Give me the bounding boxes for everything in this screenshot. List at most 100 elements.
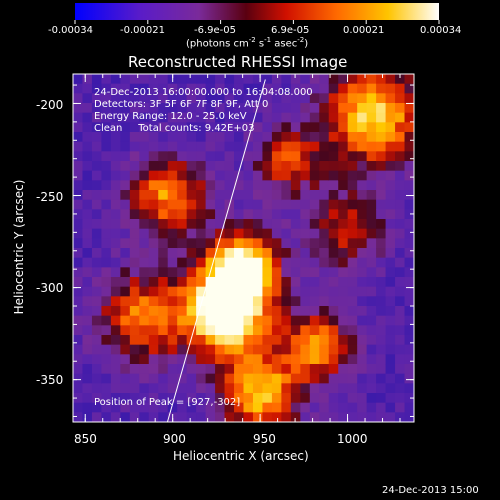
heatmap-cell [139,112,150,123]
heatmap-cell [395,412,406,422]
heatmap-cell [120,383,131,394]
heatmap-cell [158,132,169,143]
heatmap-cell [224,412,235,422]
heatmap-cell [186,286,197,297]
heatmap-cell [167,373,178,384]
heatmap-cell [328,103,339,114]
heatmap-cell [385,83,396,94]
heatmap-cell [357,161,368,172]
heatmap-cell [271,286,282,297]
heatmap-cell [224,83,235,94]
heatmap-cell [91,141,103,152]
heatmap-cell [290,402,301,413]
heatmap-cell [319,83,330,94]
heatmap-cell [347,219,358,230]
heatmap-cell [205,199,216,210]
heatmap-cell [186,335,197,346]
heatmap-cell [243,141,254,152]
heatmap-cell [224,393,235,404]
heatmap-cell [205,151,216,162]
heatmap-cell [271,335,282,346]
heatmap-cell [366,325,377,336]
heatmap-cell [167,402,178,413]
heatmap-cell [338,93,349,104]
heatmap-cell [404,383,414,394]
heatmap-cell [139,238,150,249]
heatmap-cell [357,286,368,297]
heatmap-cell [158,219,169,230]
heatmap-cell [319,257,330,268]
heatmap-cell [404,267,414,278]
heatmap-cell [395,170,406,181]
heatmap-cell [205,257,216,268]
heatmap-cell [148,74,159,85]
heatmap-cell [110,277,121,288]
heatmap-cell [385,277,396,288]
heatmap-cell [309,373,320,384]
heatmap-cell [158,402,169,413]
heatmap-cell [158,296,169,307]
heatmap-cell [73,364,84,375]
heatmap-cells [73,74,414,422]
heatmap-cell [300,209,311,220]
heatmap-cell [186,190,197,201]
heatmap-cell [281,296,292,307]
heatmap-cell [110,199,121,210]
heatmap-cell [347,286,358,297]
heatmap-cell [73,306,84,317]
heatmap-cell [215,83,226,94]
plot-frame [72,73,415,423]
heatmap-cell [271,402,282,413]
heatmap-cell [385,373,396,384]
heatmap-cell [82,190,93,201]
heatmap-cell [139,325,150,336]
heatmap-cell [319,132,330,143]
heatmap-cell [347,267,358,278]
heatmap-cell [328,335,339,346]
heatmap-cell [357,190,368,201]
heatmap-cell [158,238,169,249]
heatmap-cell [91,199,103,210]
heatmap-cell [376,141,387,152]
heatmap-cell [319,238,330,249]
heatmap-cell [376,383,387,394]
heatmap-cell [300,257,311,268]
heatmap-cell [196,238,207,249]
heatmap-cell [347,151,358,162]
heatmap-cell [319,315,330,326]
heatmap-cell [290,383,301,394]
heatmap-cell [158,151,169,162]
annotation-detectors: Detectors: 3F 5F 6F 7F 8F 9F, Att 0 [94,99,269,110]
heatmap-cell [309,412,320,422]
heatmap-cell [309,219,320,230]
heatmap-cell [252,209,264,220]
heatmap-cell [262,83,273,94]
heatmap-cell [205,344,216,355]
heatmap-cell [281,248,292,259]
heatmap-cell [73,219,84,230]
heatmap-cell [91,219,103,230]
heatmap-cell [148,132,159,143]
heatmap-cell [101,335,112,346]
heatmap-cell [271,238,282,249]
heatmap-cell [205,141,216,152]
heatmap-cell [139,161,150,172]
heatmap-cell [319,393,330,404]
heatmap-cell [309,315,320,326]
heatmap-cell [347,199,358,210]
heatmap-cell [120,180,131,191]
heatmap-cell [376,306,387,317]
heatmap-cell [224,161,235,172]
heatmap-cell [319,112,330,123]
heatmap-cell [224,209,235,220]
heatmap-cell [319,180,330,191]
heatmap-cell [120,248,131,259]
heatmap-cell [186,74,197,85]
heatmap-cell [404,248,414,259]
heatmap-cell [73,257,84,268]
heatmap-cell [290,335,301,346]
heatmap-cell [215,228,226,239]
heatmap-cell [385,228,396,239]
heatmap-cell [129,122,140,133]
heatmap-cell [73,170,84,181]
